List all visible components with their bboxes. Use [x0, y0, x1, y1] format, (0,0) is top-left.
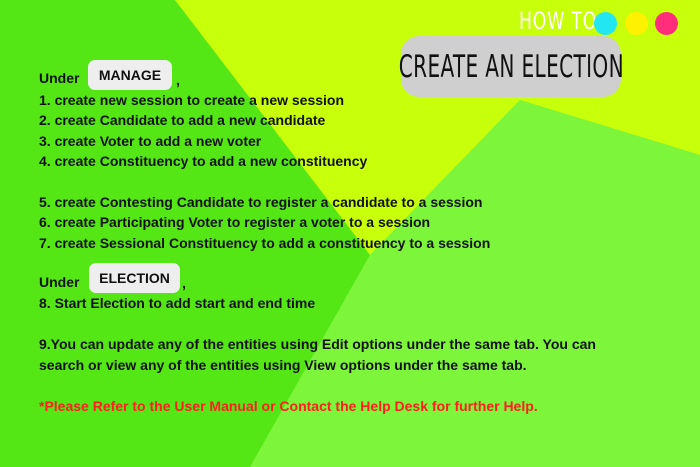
step-line: 5. create Contesting Candidate to regist… — [39, 194, 483, 210]
how-to-heading: HOW TO — [519, 7, 598, 35]
page-title: CREATE AN ELECTION — [398, 48, 624, 85]
step-line: 6. create Participating Voter to registe… — [39, 214, 431, 230]
step-line: 7. create Sessional Constituency to add … — [39, 235, 491, 251]
election-tab-chip: ELECTION — [89, 263, 180, 293]
info-line: 9.You can update any of the entities usi… — [39, 336, 596, 352]
manage-prefix: Under — [39, 70, 80, 86]
manage-tab-chip: MANAGE — [88, 60, 172, 90]
election-intro: Under — [39, 274, 79, 290]
manage-suffix: , — [176, 72, 180, 88]
background-dark-panel — [0, 0, 370, 467]
election-suffix: , — [182, 275, 186, 291]
help-note: *Please Refer to the User Manual or Cont… — [39, 398, 538, 414]
step-line: 8. Start Election to add start and end t… — [39, 295, 316, 311]
pink-dot-icon — [655, 12, 678, 35]
step-line: 3. create Voter to add a new voter — [39, 133, 262, 149]
manage-intro: Under — [39, 70, 79, 86]
election-tab-label: ELECTION — [99, 270, 170, 286]
step-line: 1. create new session to create a new se… — [39, 92, 345, 108]
yellow-dot-icon — [625, 12, 648, 35]
step-line: 2. create Candidate to add a new candida… — [39, 112, 326, 128]
election-prefix: Under — [39, 274, 80, 290]
step-line: 4. create Constituency to add a new cons… — [39, 153, 368, 169]
cyan-dot-icon — [594, 12, 617, 35]
title-banner: CREATE AN ELECTION — [398, 36, 624, 97]
info-line: search or view any of the entities using… — [39, 357, 527, 373]
background-light-panel — [250, 100, 700, 467]
manage-tab-label: MANAGE — [98, 67, 162, 83]
